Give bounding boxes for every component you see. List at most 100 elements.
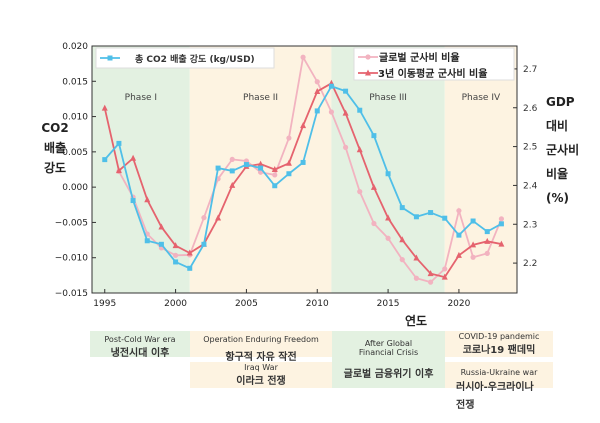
y-left-tick-label: 0.000 (62, 183, 88, 193)
data-point-circle (300, 54, 306, 60)
y-right-tick-label: 2.4 (523, 181, 538, 191)
event-post-cold-war: Post-Cold War era 냉전시대 이후 (90, 331, 190, 359)
data-point-triangle (484, 237, 491, 244)
data-point-square (456, 232, 462, 238)
data-point-triangle (271, 166, 278, 172)
left-axis-label: CO2 배출 강도 (41, 121, 69, 175)
data-point-circle (357, 189, 363, 195)
data-point-triangle (257, 160, 264, 167)
data-point-circle (498, 216, 505, 222)
event-global-financial-crisis: After Global Financial Crisis 글로벌 금융위기 이후 (332, 331, 445, 388)
data-point-square (385, 171, 391, 177)
y-left-tick-label: −0.015 (55, 289, 88, 299)
event-iraq-war: Iraq War 이라크 전쟁 (190, 362, 332, 388)
legend-label: 총 CO2 배출 강도 (kg/USD) (135, 53, 255, 65)
data-point-square (328, 83, 334, 89)
data-point-square (173, 259, 179, 265)
data-point-square (201, 241, 207, 247)
data-point-triangle (441, 273, 448, 280)
y-left-tick-label: −0.005 (55, 218, 88, 228)
data-point-circle (385, 235, 391, 241)
phase-band (331, 46, 445, 293)
data-point-square (187, 265, 193, 271)
data-point-triangle (130, 154, 137, 161)
data-point-triangle (158, 223, 165, 230)
data-point-circle (229, 156, 235, 163)
x-tick-label: 2015 (377, 299, 400, 309)
event-covid: COVID-19 pandemic 코로나19 팬데믹 (445, 331, 553, 357)
data-point-triangle (342, 109, 349, 116)
data-point-circle (470, 254, 476, 260)
data-point-circle (286, 135, 292, 141)
right-axis-label: GDP 대비 군사비 비율 (%) (546, 95, 580, 205)
event-enduring-freedom: Operation Enduring Freedom 항구적 자유 작전 (190, 331, 332, 363)
data-point-square (130, 198, 136, 204)
data-point-triangle (413, 254, 420, 261)
data-point-circle (399, 257, 405, 263)
event-russia-ukraine: Russia-Ukraine war 러시아-우크라이나 전쟁 (445, 362, 553, 411)
x-tick-label: 2005 (235, 299, 258, 309)
data-point-triangle (229, 181, 236, 188)
data-point-square (272, 183, 278, 189)
data-point-square (102, 157, 108, 163)
data-point-triangle (115, 167, 122, 174)
data-point-circle (427, 279, 434, 285)
data-point-square (484, 229, 490, 235)
plot-frame (91, 45, 518, 294)
x-axis-label: 연도 (405, 314, 428, 328)
y-left-tick-label: 0.015 (62, 77, 88, 87)
data-point-square (300, 159, 306, 165)
data-point-triangle (186, 249, 193, 256)
data-point-square (314, 108, 320, 114)
y-left-tick-label: 0.010 (62, 113, 88, 123)
data-point-circle (172, 252, 179, 258)
legend-label: 글로벌 군사비 비율 (379, 51, 460, 64)
data-point-triangle (300, 122, 307, 129)
phase-label: Phase III (369, 93, 407, 103)
data-point-square (229, 168, 235, 174)
x-tick-label: 2000 (164, 299, 187, 309)
y-right-tick-label: 2.2 (523, 259, 537, 269)
data-point-circle (201, 215, 207, 221)
data-point-triangle (101, 104, 108, 111)
data-point-square (357, 107, 363, 113)
y-right-tick-label: 2.6 (523, 104, 538, 114)
phase-label: Phase IV (462, 93, 501, 103)
data-point-square (343, 88, 349, 94)
data-point-circle (456, 208, 462, 214)
x-tick-label: 1995 (93, 299, 116, 309)
y-left-tick-label: −0.010 (55, 254, 89, 264)
phase-label: Phase I (125, 93, 157, 103)
data-point-triangle (285, 159, 292, 166)
data-point-square (428, 210, 434, 216)
phase-band (92, 46, 190, 293)
data-point-square (286, 171, 292, 177)
data-point-square (158, 241, 164, 247)
data-point-triangle (455, 251, 462, 258)
data-point-triangle (385, 214, 392, 221)
data-point-circle (484, 250, 490, 256)
data-point-square (470, 218, 476, 224)
data-point-square (498, 221, 504, 227)
x-tick-label: 2010 (306, 299, 329, 309)
data-point-square (258, 165, 264, 171)
data-point-circle (342, 144, 349, 150)
data-point-square (215, 165, 221, 171)
phase-label: Phase II (243, 93, 278, 103)
legend-marker (365, 69, 371, 76)
data-point-triangle (498, 240, 505, 247)
data-point-triangle (427, 270, 434, 277)
data-point-triangle (470, 241, 477, 248)
data-point-triangle (314, 87, 321, 94)
data-point-square (413, 214, 419, 220)
data-point-square (116, 140, 122, 146)
y-right-tick-label: 2.3 (523, 220, 537, 230)
data-point-square (371, 133, 377, 139)
y-right-tick-label: 2.5 (523, 143, 537, 153)
data-point-square (144, 238, 150, 244)
x-tick-label: 2020 (447, 299, 470, 309)
data-point-square (243, 162, 249, 168)
data-point-triangle (215, 214, 222, 221)
data-point-circle (272, 172, 278, 178)
